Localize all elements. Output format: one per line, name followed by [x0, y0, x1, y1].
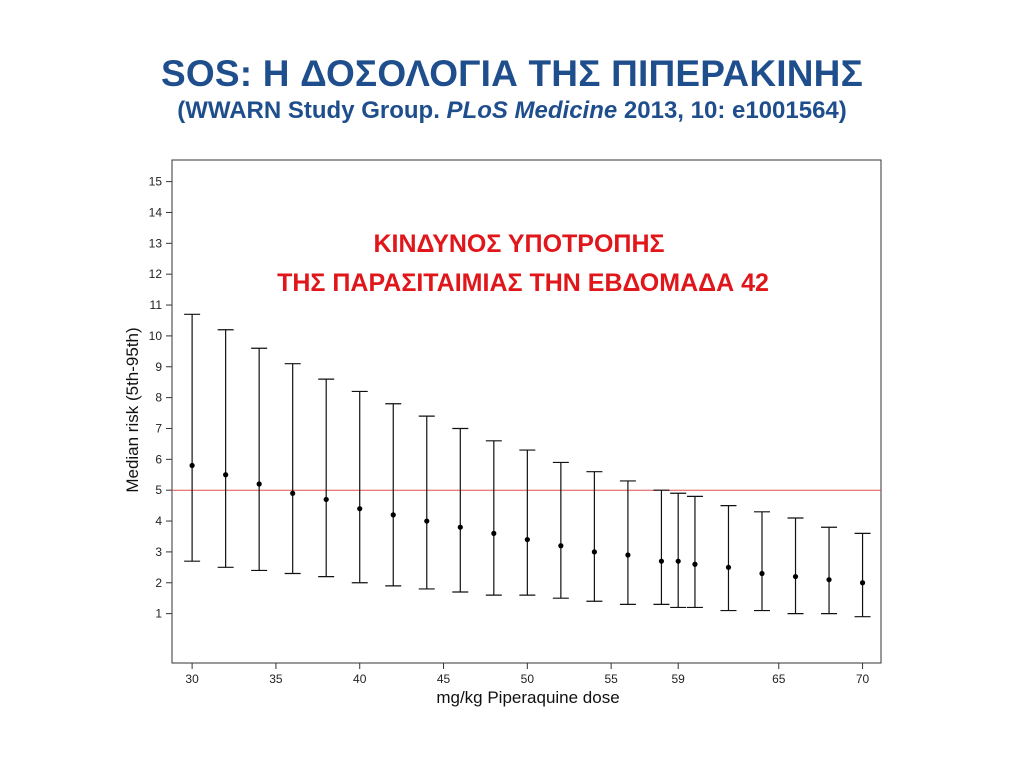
y-axis-label: Median risk (5th-95th): [123, 327, 142, 492]
error-bar-52: [552, 461, 569, 599]
median-point: [457, 524, 463, 530]
x-tick-label: 55: [604, 672, 618, 686]
x-tick-label: 40: [353, 672, 367, 686]
y-tick-label: 15: [149, 175, 163, 189]
y-tick-label: 14: [149, 205, 163, 219]
error-bar-64: [753, 511, 770, 612]
median-point: [424, 518, 430, 524]
median-point: [223, 472, 229, 478]
error-bar-46: [452, 427, 469, 593]
subtitle-journal: PLoS Medicine: [446, 97, 618, 124]
error-bar-50: [519, 449, 536, 596]
median-point: [357, 506, 363, 512]
median-point: [390, 512, 396, 518]
median-point: [591, 549, 597, 555]
y-tick-label: 7: [155, 421, 162, 435]
median-point: [759, 570, 765, 577]
median-point: [826, 577, 832, 583]
median-point: [692, 561, 698, 567]
y-tick-label: 2: [155, 576, 162, 590]
y-tick-label: 5: [155, 483, 162, 497]
x-tick-label: 65: [772, 672, 786, 686]
median-point: [491, 530, 497, 536]
error-bar-44: [418, 415, 435, 590]
x-axis-label: mg/kg Piperaquine dose: [436, 688, 619, 707]
error-bar-48: [485, 440, 502, 596]
x-tick-label: 30: [185, 672, 199, 686]
annotation-line-2: ΤΗΣ ΠΑΡΑΣΙΤΑΙΜΙΑΣ ΤΗΝ ΕΒΔΟΜΑΔΑ 42: [277, 269, 769, 297]
error-bar-54: [586, 471, 603, 602]
error-bar-62: [720, 505, 737, 612]
median-point: [323, 496, 329, 503]
y-tick-label: 4: [155, 514, 162, 528]
y-tick-label: 6: [155, 452, 162, 466]
title-block: SOS: H ΔΟΣΟΛΟΓΙΑ ΤΗΣ ΠΙΠΕΡΑΚΙΝΗΣ (WWARN …: [0, 52, 1024, 126]
median-point: [290, 490, 296, 496]
median-point: [792, 573, 799, 580]
error-bar-30: [184, 313, 201, 562]
error-bar-60: [686, 495, 703, 609]
error-bar-70: [854, 532, 871, 618]
error-bar-66: [787, 517, 804, 615]
error-bar-38: [318, 378, 335, 578]
error-bar-36: [284, 363, 301, 575]
y-tick-label: 13: [149, 236, 163, 250]
plot-frame: [171, 159, 882, 664]
annotation-line-1: ΚΙΝΔΥΝΟΣ ΥΠΟΤΡΟΠΗΣ: [373, 230, 664, 258]
x-axis: 30 35 40 45 50 55 59 65 70: [185, 663, 870, 686]
median-point: [558, 543, 564, 549]
median-point: [859, 580, 866, 586]
y-tick-label: 3: [155, 545, 162, 559]
median-point: [524, 536, 530, 543]
slide-title: SOS: H ΔΟΣΟΛΟΓΙΑ ΤΗΣ ΠΙΠΕΡΑΚΙΝΗΣ: [161, 53, 863, 94]
chart-annotation: ΚΙΝΔΥΝΟΣ ΥΠΟΤΡΟΠΗΣ ΤΗΣ ΠΑΡΑΣΙΤΑΙΜΙΑΣ ΤΗΝ…: [277, 230, 769, 297]
median-point: [675, 558, 681, 564]
subtitle-citation-start: (WWARN Study Group.: [177, 97, 447, 124]
x-tick-label: 45: [437, 672, 451, 686]
y-tick-label: 11: [150, 298, 163, 312]
median-point: [725, 564, 732, 570]
x-tick-label: 35: [269, 672, 283, 686]
median-point: [625, 552, 631, 558]
error-bar-40: [351, 390, 368, 584]
slide-subtitle: (WWARN Study Group. PLoS Medicine 2013, …: [0, 96, 1024, 126]
error-bar-59: [670, 492, 687, 609]
error-bar-32: [217, 329, 234, 568]
y-tick-label: 12: [149, 267, 163, 281]
median-point: [189, 462, 195, 469]
error-bars: [184, 313, 871, 618]
x-tick-label: 59: [672, 672, 686, 686]
error-bar-58: [653, 489, 670, 605]
subtitle-citation-end: 2013, 10: e1001564): [617, 97, 847, 124]
x-tick-label: 50: [521, 672, 535, 686]
error-bar-56: [619, 480, 636, 605]
x-tick-label: 70: [856, 672, 870, 686]
y-tick-label: 9: [155, 360, 162, 374]
median-point: [658, 558, 665, 564]
median-point: [256, 481, 262, 487]
y-tick-label: 1: [155, 607, 162, 621]
error-bar-68: [821, 526, 838, 615]
error-bar-42: [385, 403, 402, 587]
y-tick-label: 8: [155, 391, 162, 405]
y-tick-label: 10: [149, 329, 163, 343]
error-bar-34: [251, 347, 268, 572]
